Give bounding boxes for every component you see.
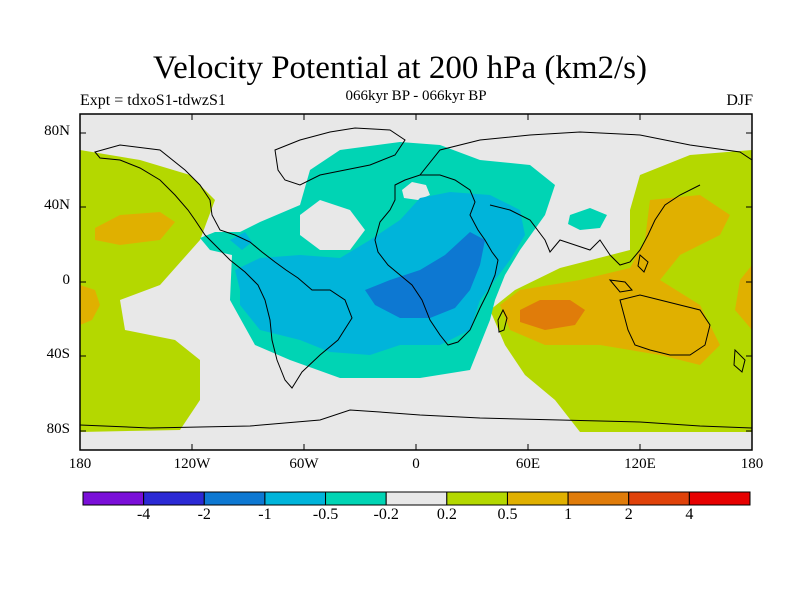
north-atlantic-hole	[300, 200, 365, 250]
lon-tick-label: 120E	[624, 456, 656, 472]
colorbar-label: 0.2	[436, 506, 457, 523]
pacific-west-orange-region	[95, 212, 175, 245]
lat-tick-label: 80S	[46, 421, 70, 437]
lon-tick-label: 60E	[515, 456, 541, 472]
pacific-east-orange-region	[80, 285, 100, 325]
colorbar-label: -0.2	[373, 506, 399, 523]
colorbar-label: 1	[564, 506, 573, 523]
europe-hole	[402, 182, 430, 200]
chart-title: Velocity Potential at 200 hPa (km2/s)	[152, 50, 648, 86]
colorbar-swatch	[628, 491, 690, 506]
colorbar-swatch	[385, 491, 448, 506]
colorbar-swatch	[143, 491, 205, 506]
colorbar-swatch	[325, 491, 387, 506]
colorbar-swatch	[203, 491, 266, 506]
lon-tick-label: 180	[68, 456, 92, 472]
gulf-of-mexico-negative	[230, 232, 252, 250]
colorbar-swatch	[446, 491, 508, 506]
colorbar-swatch	[567, 491, 630, 506]
axis-ticks	[80, 114, 752, 450]
colorbar-label: 0.5	[497, 506, 518, 523]
colorbar-swatch	[506, 491, 569, 506]
period-label: 066kyr BP - 066kyr BP	[345, 88, 487, 104]
lon-tick-label: 120W	[173, 456, 211, 472]
colorbar-swatch	[264, 491, 327, 506]
colorbar-label: -2	[197, 506, 211, 523]
colorbar-label: -1	[258, 506, 272, 523]
far-east-orange-region	[735, 265, 752, 330]
lat-tick-label: 80N	[44, 123, 70, 139]
colorbar-label: -4	[136, 506, 151, 523]
tropical-atlantic-negative	[235, 192, 525, 355]
lon-tick-label: 180	[740, 456, 764, 472]
indian-ocean-max-region	[520, 300, 585, 330]
lon-tick-label: 60W	[289, 456, 319, 472]
season-label: DJF	[726, 92, 753, 109]
colorbar-label: 4	[685, 506, 694, 523]
asia-small-negative	[568, 208, 607, 230]
lon-tick-label: 0	[412, 456, 420, 472]
coastlines	[80, 127, 752, 429]
colorbar-swatch	[688, 491, 751, 506]
africa-strongest-negative	[365, 232, 485, 318]
colorbar-swatch	[82, 491, 145, 506]
colorbar	[82, 491, 751, 506]
experiment-label: Expt = tdxoS1-tdwzS1	[80, 92, 226, 109]
lat-tick-label: 40S	[46, 346, 70, 362]
contour-field	[80, 114, 752, 450]
lat-tick-label: 40N	[44, 197, 70, 213]
lat-tick-label: 0	[62, 272, 71, 288]
colorbar-label: -0.5	[312, 506, 339, 523]
colorbar-label: 2	[624, 506, 633, 523]
